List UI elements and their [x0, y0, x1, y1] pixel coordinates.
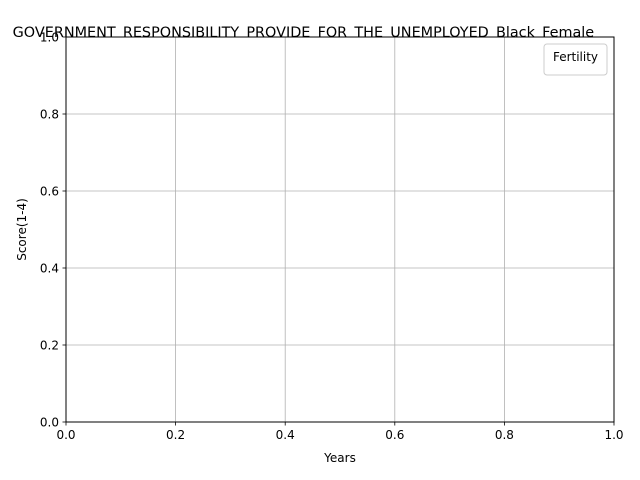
x-tick-label: 0.0	[56, 428, 75, 442]
x-tick-label: 0.2	[166, 428, 185, 442]
y-tick-label: 0.6	[40, 184, 59, 198]
axes-frame	[65, 36, 615, 423]
y-tick-label: 0.8	[40, 107, 59, 121]
legend: Fertility	[543, 43, 608, 76]
plot-area	[66, 37, 614, 422]
axis-ticks: 0.0 0.2 0.4 0.6 0.8 1.0 0.0 0.2 0.4 0.6 0.8 1.0	[40, 30, 624, 442]
legend-title: Fertility	[553, 50, 598, 64]
x-tick-label: 1.0	[604, 428, 623, 442]
x-tick-label: 0.4	[276, 428, 295, 442]
x-axis-label: Years	[323, 451, 356, 465]
legend-box	[543, 43, 608, 76]
x-tick-label: 0.8	[495, 428, 514, 442]
y-tick-label: 0.0	[40, 415, 59, 429]
y-tick-label: 0.4	[40, 261, 59, 275]
y-axis-label: Score(1-4)	[15, 198, 29, 261]
y-tick-label: 0.2	[40, 338, 59, 352]
x-tick-label: 0.6	[385, 428, 404, 442]
y-tick-label: 1.0	[40, 30, 59, 44]
